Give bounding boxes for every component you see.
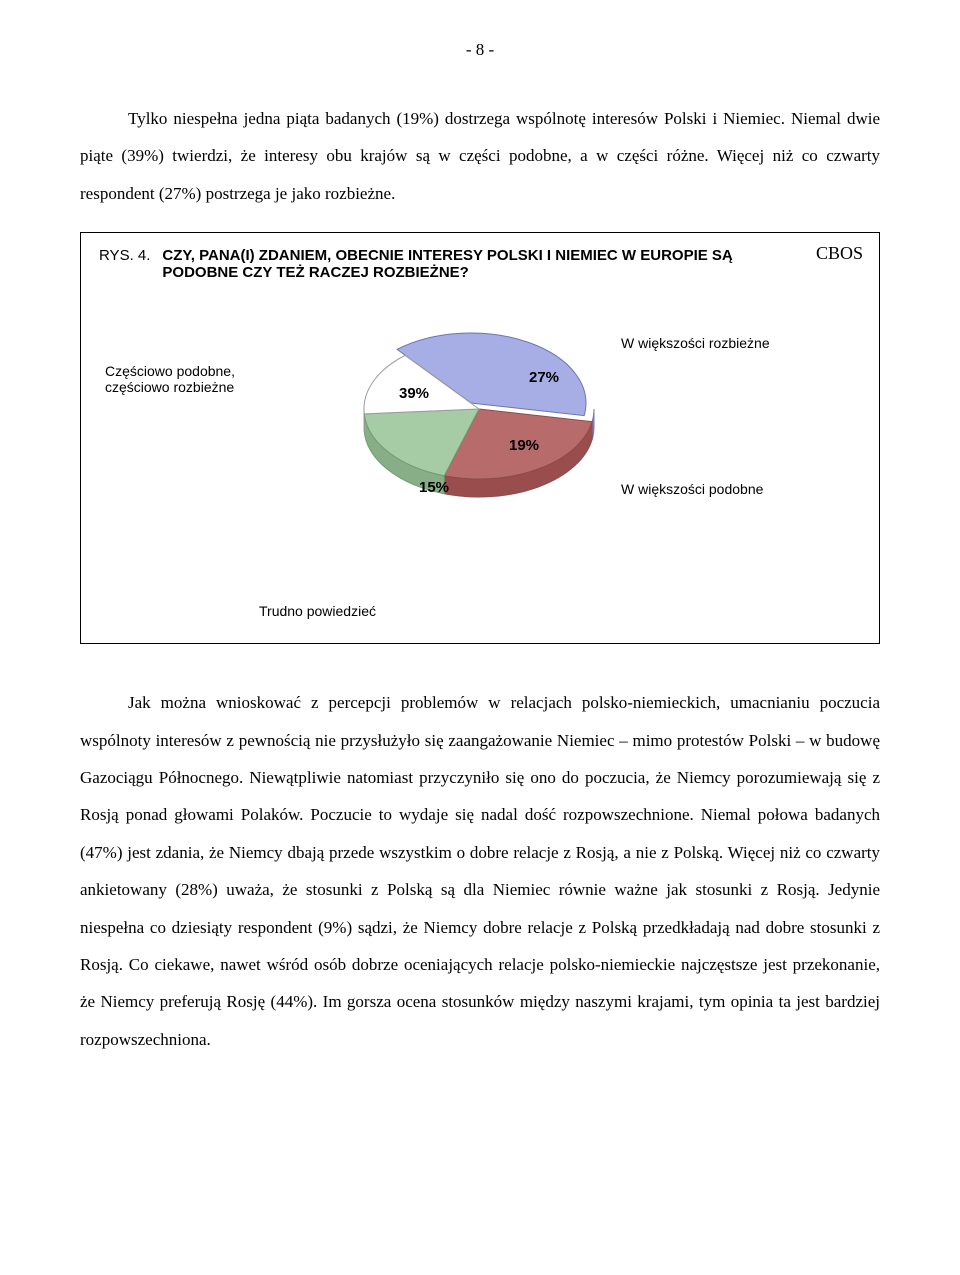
pct-podobne: 19%: [509, 437, 539, 454]
slice-label-trudno: Trudno powiedzieć: [259, 603, 861, 619]
figure-question: CZY, PANA(I) ZDANIEM, OBECNIE INTERESY P…: [162, 247, 781, 281]
pie-chart: Częściowo podobne, częściowo rozbieżne W…: [99, 299, 861, 589]
pie-svg-wrap: [349, 309, 609, 539]
figure-box: CBOS RYS. 4. CZY, PANA(I) ZDANIEM, OBECN…: [80, 232, 880, 644]
pct-rozbiezne: 27%: [529, 369, 559, 386]
page-number: - 8 -: [80, 40, 880, 60]
cbos-badge: CBOS: [816, 243, 863, 264]
pct-trudno: 15%: [419, 479, 449, 496]
slice-label-podobne: W większości podobne: [621, 481, 763, 497]
figure-rys-label: RYS. 4.: [99, 247, 150, 281]
slice-label-rozbiezne: W większości rozbieżne: [621, 335, 770, 351]
paragraph-intro: Tylko niespełna jedna piąta badanych (19…: [80, 100, 880, 212]
page: - 8 - Tylko niespełna jedna piąta badany…: [0, 0, 960, 1118]
pct-czesciowo: 39%: [399, 385, 429, 402]
pie-svg: [349, 309, 609, 539]
paragraph-body: Jak można wnioskować z percepcji problem…: [80, 684, 880, 1058]
figure-title: RYS. 4. CZY, PANA(I) ZDANIEM, OBECNIE IN…: [99, 247, 781, 281]
slice-label-czesciowo: Częściowo podobne, częściowo rozbieżne: [105, 363, 235, 395]
